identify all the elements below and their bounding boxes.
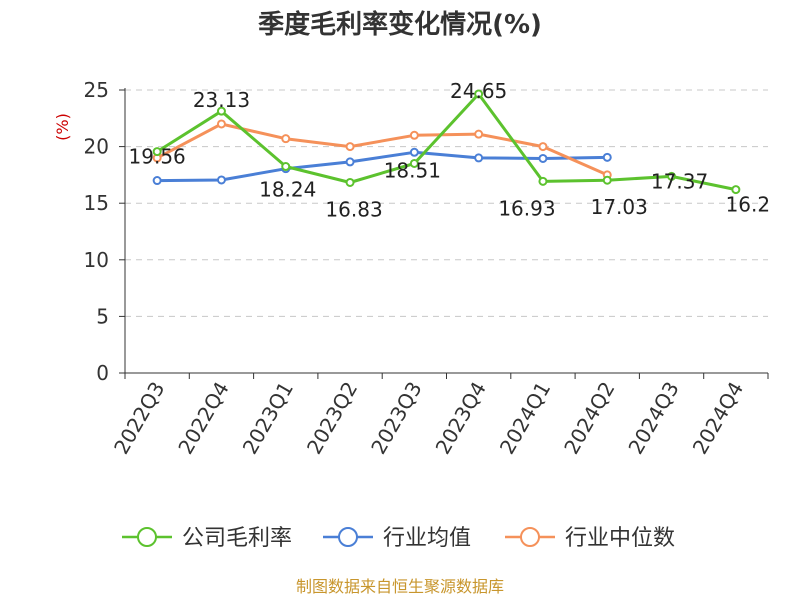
data-point [152, 147, 162, 157]
data-point [409, 158, 419, 168]
legend-label[interactable]: 行业均值 [383, 526, 471, 551]
data-label: 23.13 [193, 88, 250, 112]
legend-label[interactable]: 公司毛利率 [182, 526, 292, 551]
data-point [538, 142, 548, 152]
data-point [409, 130, 419, 140]
data-point [409, 147, 419, 157]
data-point [602, 152, 612, 162]
data-point [602, 175, 612, 185]
data-point [538, 176, 548, 186]
data-point [216, 119, 226, 129]
x-tick-label: 2024Q2 [559, 378, 619, 459]
y-tick-label: 10 [84, 248, 109, 272]
x-tick-label: 2022Q3 [109, 378, 169, 459]
data-point [731, 185, 741, 195]
y-axis-label: (%) [53, 113, 72, 141]
y-tick-label: 15 [84, 191, 109, 215]
data-point [345, 177, 355, 187]
legend-swatch-marker [137, 527, 157, 547]
data-label: 16.83 [325, 197, 382, 221]
series-line [157, 150, 608, 183]
x-tick-label: 2022Q4 [173, 378, 233, 459]
data-point [538, 153, 548, 163]
x-tick-label: 2024Q1 [495, 378, 555, 459]
data-point [474, 129, 484, 139]
data-point [474, 89, 484, 99]
data-point [216, 175, 226, 185]
legend: 公司毛利率 行业均值 行业中位数 [122, 526, 675, 551]
y-tick-label: 0 [96, 361, 109, 385]
data-point [667, 171, 677, 181]
y-tick-label: 5 [96, 304, 109, 328]
data-point [345, 142, 355, 152]
x-tick-label: 2023Q1 [238, 378, 298, 459]
series-group [152, 89, 741, 195]
legend-label[interactable]: 行业中位数 [565, 526, 675, 551]
grid [125, 89, 768, 317]
data-label: 18.51 [384, 158, 441, 182]
x-tick-label: 2023Q2 [302, 378, 362, 459]
source-note: 制图数据来自恒生聚源数据库 [296, 577, 504, 596]
y-tick-label: 20 [84, 135, 109, 159]
data-label: 17.03 [591, 195, 648, 219]
data-label: 16.93 [498, 196, 555, 220]
data-point [216, 106, 226, 116]
data-point [345, 157, 355, 167]
series-line [156, 122, 608, 177]
x-tick-label: 2023Q4 [431, 378, 491, 459]
legend-swatch-marker [520, 527, 540, 547]
data-label: 18.24 [259, 178, 316, 202]
data-point [152, 176, 162, 186]
series-line [156, 92, 737, 192]
x-tick-label: 2024Q4 [688, 378, 748, 459]
chart-title: 季度毛利率变化情况(%) [258, 9, 542, 40]
x-tick-label: 2024Q3 [623, 378, 683, 459]
x-tick-label: 2023Q3 [366, 378, 426, 459]
data-point [474, 153, 484, 163]
data-label: 19.56 [129, 145, 186, 169]
data-label: 16.2 [726, 193, 771, 217]
data-label: 17.37 [651, 169, 708, 193]
legend-swatch-marker [338, 527, 358, 547]
y-tick-label: 25 [84, 78, 109, 102]
data-label: 24.65 [450, 79, 507, 103]
data-point [281, 134, 291, 144]
data-point [281, 162, 291, 172]
